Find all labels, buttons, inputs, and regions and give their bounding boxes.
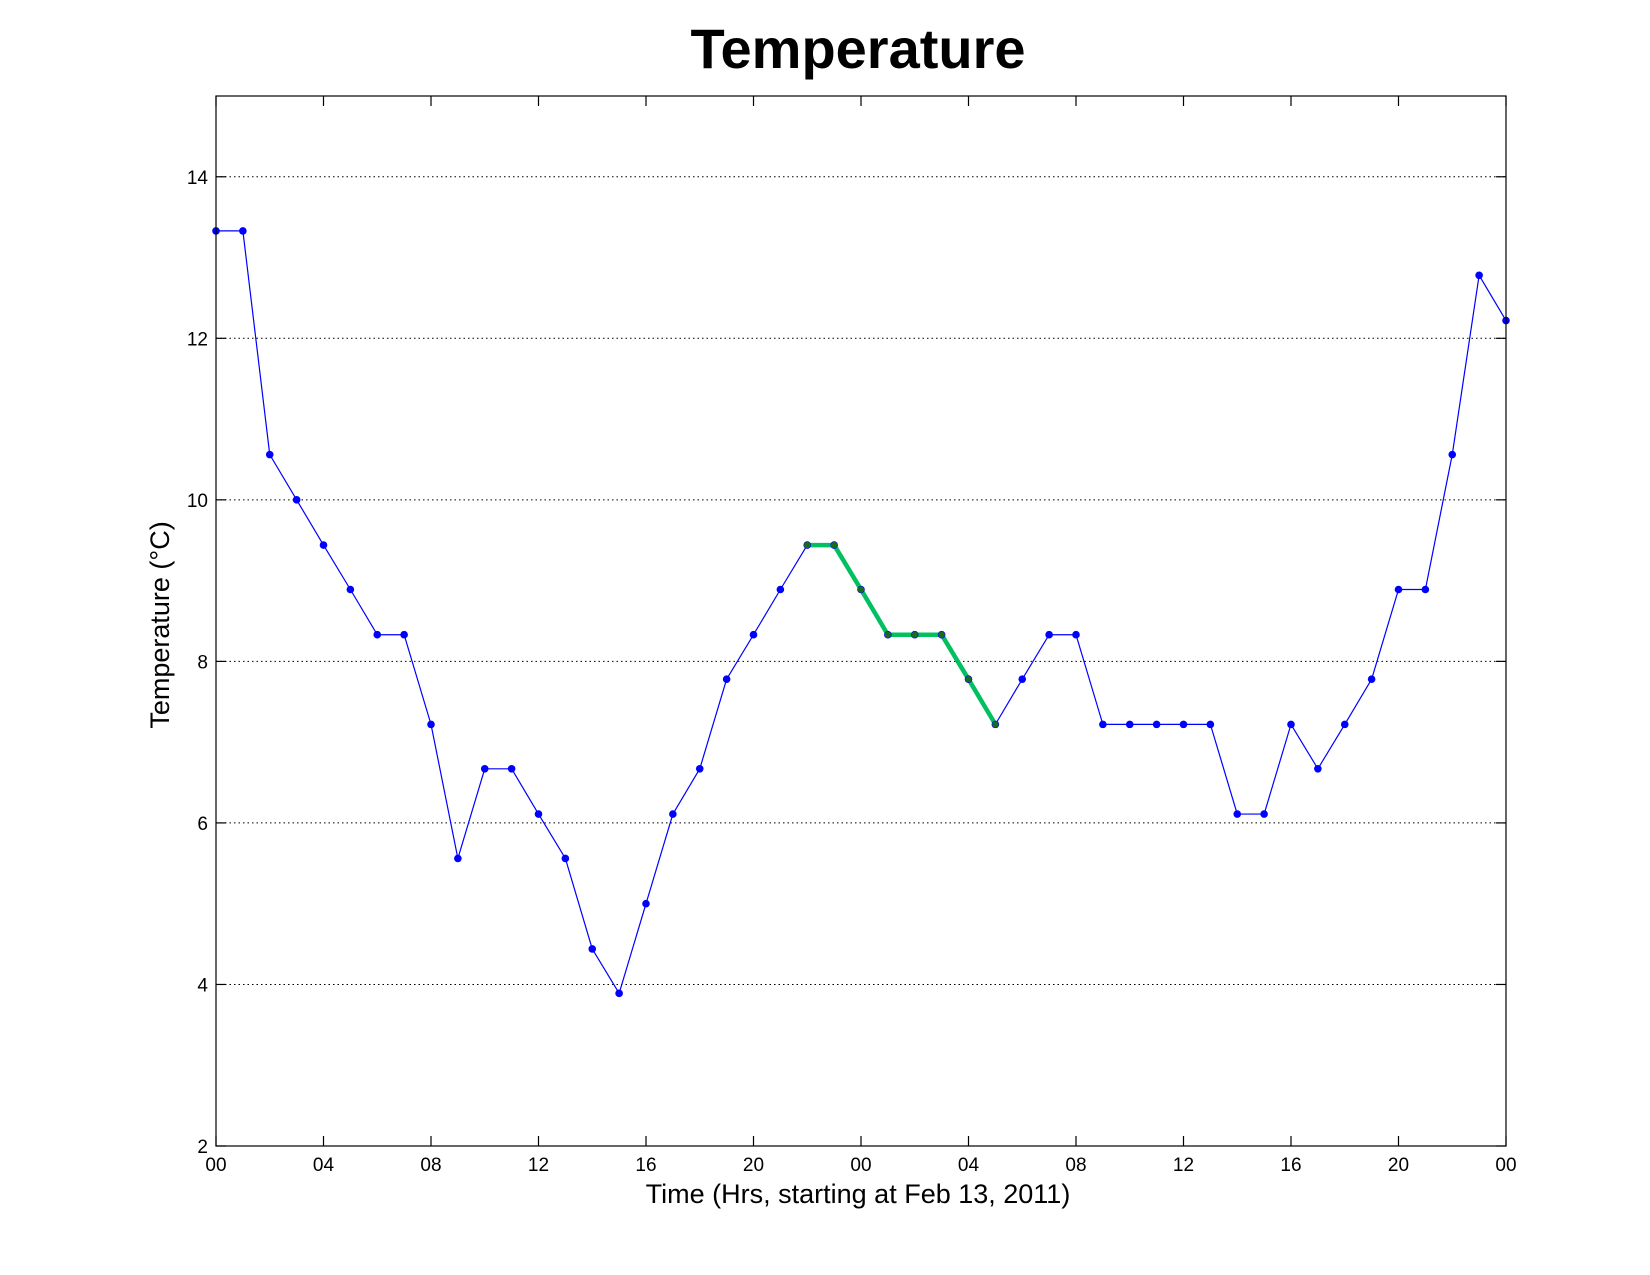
- data-point: [265, 450, 274, 459]
- x-tick-label: 16: [635, 1155, 656, 1176]
- data-point: [1072, 630, 1080, 639]
- y-tick-label: 12: [187, 329, 208, 350]
- data-point: [1125, 720, 1134, 729]
- data-point: [1018, 675, 1027, 683]
- data-point: [1152, 720, 1161, 729]
- data-point: [346, 585, 355, 594]
- y-tick-label: 2: [197, 1137, 208, 1158]
- data-point: [1421, 585, 1430, 594]
- highlight-data-point: [938, 631, 945, 638]
- x-axis-label: Time (Hrs, starting at Feb 13, 2011): [646, 1179, 1071, 1209]
- y-tick-label: 6: [197, 814, 208, 835]
- x-tick-label: 00: [1495, 1155, 1516, 1176]
- series-layer: [212, 227, 1510, 998]
- data-point: [1340, 720, 1349, 729]
- data-point: [400, 630, 408, 639]
- highlight-data-point: [804, 541, 811, 549]
- data-point: [722, 675, 731, 683]
- data-point: [534, 810, 543, 818]
- y-tick-label: 10: [187, 491, 208, 512]
- highlight-data-point: [911, 631, 918, 638]
- data-point: [776, 585, 785, 594]
- data-point: [239, 227, 247, 235]
- x-tick-label: 12: [528, 1155, 549, 1176]
- data-point: [1233, 810, 1242, 818]
- data-point: [1206, 720, 1215, 729]
- y-axis-label: Temperature (°C): [145, 521, 175, 728]
- data-point: [669, 810, 677, 818]
- x-tick-label: 08: [420, 1155, 441, 1176]
- data-point: [695, 765, 704, 773]
- x-tick-label: 00: [850, 1155, 871, 1176]
- grid-layer: [216, 176, 1506, 985]
- x-tick-label: 04: [958, 1155, 980, 1176]
- x-tick-label: 04: [313, 1155, 335, 1176]
- x-tick-label: 08: [1065, 1155, 1086, 1176]
- data-point: [1475, 271, 1483, 280]
- data-point: [642, 899, 650, 908]
- y-tick-label: 14: [187, 168, 209, 189]
- data-point: [427, 720, 435, 729]
- data-point: [454, 854, 462, 863]
- highlight-data-point: [965, 675, 972, 683]
- data-point: [480, 765, 489, 773]
- x-tick-label: 20: [1388, 1155, 1409, 1176]
- data-point: [292, 496, 301, 504]
- data-point: [1099, 720, 1107, 729]
- data-point: [1367, 675, 1376, 683]
- data-point: [1179, 720, 1188, 729]
- data-point: [561, 854, 570, 863]
- data-point: [319, 541, 328, 549]
- highlight-data-point: [992, 721, 999, 728]
- highlight-data-point: [857, 586, 865, 593]
- x-tick-label: 16: [1280, 1155, 1301, 1176]
- chart-title: Temperature: [690, 17, 1025, 80]
- data-point: [507, 765, 516, 773]
- series-line-highlight: [807, 542, 998, 726]
- highlight-data-point: [830, 541, 838, 549]
- highlight-data-point: [884, 631, 892, 638]
- data-point: [749, 630, 758, 639]
- y-tick-label: 8: [197, 652, 208, 673]
- x-tick-label: 12: [1173, 1155, 1194, 1176]
- data-point: [1045, 630, 1053, 639]
- x-tick-label: 20: [743, 1155, 764, 1176]
- data-point: [588, 945, 597, 953]
- data-point: [373, 630, 382, 639]
- data-point: [1448, 450, 1457, 459]
- data-point: [615, 989, 623, 998]
- data-point: [1314, 765, 1322, 773]
- y-tick-label: 4: [197, 975, 208, 996]
- data-point: [1394, 585, 1403, 594]
- data-point: [1287, 720, 1295, 729]
- x-tick-label: 00: [205, 1155, 226, 1176]
- data-point: [1260, 810, 1268, 818]
